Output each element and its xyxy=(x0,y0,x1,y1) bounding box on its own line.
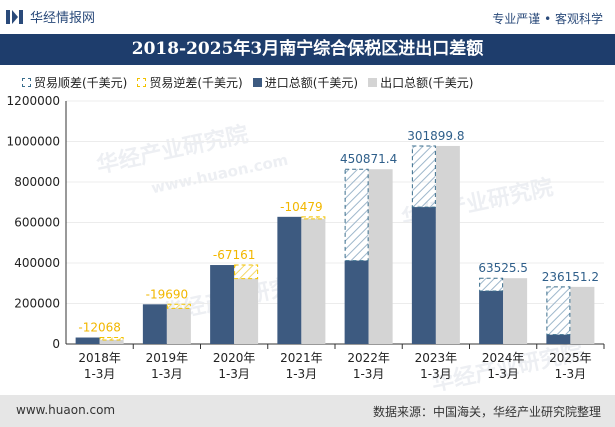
slogan: 专业严谨 • 客观科学 xyxy=(492,12,603,26)
x-tick-label: 1-3月 xyxy=(218,367,250,381)
import-bar xyxy=(344,260,369,344)
balance-label: -19690 xyxy=(146,287,189,301)
x-tick-label: 2018年 xyxy=(78,351,121,365)
balance-label: -10479 xyxy=(280,200,323,214)
title-bar: 2018-2025年3月南宁综合保税区进出口差额 xyxy=(0,34,615,65)
x-tick-label: 1-3月 xyxy=(353,367,385,381)
y-tick-label: 400000 xyxy=(14,256,60,270)
legend-item-deficit: 贸易逆差(千美元) xyxy=(137,74,243,91)
chart: 020000040000060000080000010000001200000 … xyxy=(7,94,605,381)
legend-item-export: 出口总额(千美元) xyxy=(368,74,474,91)
surplus-gap-box xyxy=(344,168,369,262)
export-bar xyxy=(166,308,191,344)
bars: -12068 -19690 -67161 -10479 450871.4 301899.8… xyxy=(75,129,599,344)
y-tick-label: 1200000 xyxy=(7,94,60,108)
legend-swatch-import xyxy=(252,78,262,87)
balance-label: -67161 xyxy=(213,248,256,262)
surplus-gap-box xyxy=(546,286,571,336)
legend-item-import: 进口总额(千美元) xyxy=(252,74,359,91)
balance-label: -12068 xyxy=(78,321,121,335)
x-tick-label: 2022年 xyxy=(347,351,390,365)
deficit-gap-box xyxy=(99,337,124,341)
x-axis: 2018年 1-3月 2019年 1-3月 2020年 1-3月 2021年 1-3月 2022… xyxy=(78,344,605,381)
footer-source: 数据来源：中国海关，华经产业研究院整理 xyxy=(372,405,601,419)
legend-swatch-export xyxy=(368,78,378,87)
export-bar xyxy=(99,339,124,344)
export-bar xyxy=(301,218,326,344)
legend-swatch-surplus xyxy=(22,78,31,87)
y-tick-label: 200000 xyxy=(14,297,60,311)
top-bar: 华经情报网 专业严谨 • 客观科学 xyxy=(0,0,615,34)
export-bar xyxy=(503,278,528,344)
x-tick-label: 2025年 xyxy=(549,351,592,365)
x-tick-label: 1-3月 xyxy=(84,367,116,381)
x-tick-label: 1-3月 xyxy=(420,367,452,381)
import-bar xyxy=(75,337,100,344)
y-tick-label: 0 xyxy=(52,337,60,351)
deficit-gap-box xyxy=(301,216,326,220)
brand-name: 华经情报网 xyxy=(30,11,96,26)
legend-label: 贸易顺差(千美元) xyxy=(34,76,128,90)
legend-swatch-deficit xyxy=(137,78,147,87)
x-tick-label: 2019年 xyxy=(146,351,189,365)
x-tick-label: 1-3月 xyxy=(555,367,587,381)
y-tick-label: 600000 xyxy=(14,216,60,230)
y-tick-label: 800000 xyxy=(14,175,60,189)
import-bar xyxy=(142,304,167,344)
import-bar xyxy=(411,207,436,344)
x-tick-label: 1-3月 xyxy=(151,367,183,381)
y-tick-label: 1000000 xyxy=(7,135,60,149)
brand: 华经情报网 xyxy=(6,7,95,26)
x-tick-label: 2023年 xyxy=(415,351,458,365)
x-tick-label: 2021年 xyxy=(280,351,323,365)
x-tick-label: 2024年 xyxy=(482,351,525,365)
legend-item-surplus: 贸易顺差(千美元) xyxy=(22,74,127,91)
export-bar xyxy=(234,278,259,344)
x-tick-label: 2020年 xyxy=(213,351,256,365)
legend: 贸易顺差(千美元) 贸易逆差(千美元) 进口总额(千美元) 出口总额(千美元) xyxy=(22,74,484,91)
balance-label: 450871.4 xyxy=(340,152,397,166)
x-tick-label: 1-3月 xyxy=(487,367,519,381)
deficit-gap-box xyxy=(234,264,259,280)
legend-label: 贸易逆差(千美元) xyxy=(149,76,243,90)
export-bar xyxy=(368,169,393,344)
import-bar xyxy=(277,216,302,344)
import-bar xyxy=(546,334,571,344)
footer: www.huaon.com 数据来源：中国海关，华经产业研究院整理 xyxy=(0,395,615,427)
surplus-gap-box xyxy=(411,145,436,208)
export-bar xyxy=(570,286,595,344)
import-bar xyxy=(210,265,235,344)
surplus-gap-box xyxy=(479,277,504,292)
balance-label: 301899.8 xyxy=(407,129,464,143)
legend-label: 进口总额(千美元) xyxy=(264,76,359,90)
legend-label: 出口总额(千美元) xyxy=(380,76,474,90)
balance-label: 236151.2 xyxy=(542,270,599,284)
balance-label: 63525.5 xyxy=(478,261,528,275)
footer-site: www.huaon.com xyxy=(16,403,116,417)
y-axis: 0 200000 400000 600000 800000 1000000 1200000 xyxy=(7,94,67,351)
chart-title: 2018-2025年3月南宁综合保税区进出口差额 xyxy=(131,39,484,59)
import-bar xyxy=(479,290,504,344)
brand-logo-icon xyxy=(6,9,23,24)
export-bar xyxy=(435,145,460,344)
x-tick-label: 1-3月 xyxy=(286,367,318,381)
deficit-gap-box xyxy=(166,303,191,309)
